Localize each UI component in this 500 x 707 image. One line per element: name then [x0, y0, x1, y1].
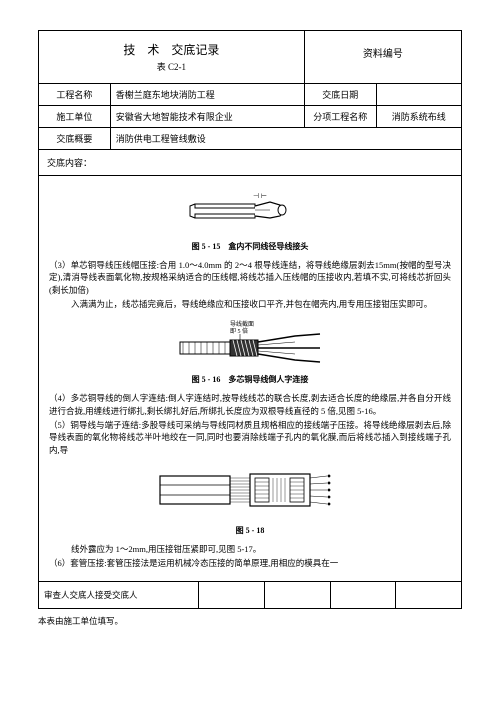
- label-unit: 施工单位: [39, 106, 111, 127]
- svg-text:即 5 倍: 即 5 倍: [230, 327, 248, 335]
- paragraph-3: （3）单芯铜导线压线帽压接:合用 1.0～4.0mm 的 2～4 根导线连结，将…: [49, 259, 451, 296]
- header-title-cell: 技 术 交底记录 表 C2-1: [39, 31, 305, 83]
- paragraph-4: （4）多芯铜导线的倒人字连结:倒人字连结时,按导线线芯的联合长度,剥去适合长度的…: [49, 392, 451, 417]
- content-body: ⊣ ⊢ 图 5 - 15 盒内不同线径导线接头 （3）单芯铜导线压线帽压接:合用…: [39, 175, 461, 581]
- document-frame: 技 术 交底记录 表 C2-1 资料编号 工程名称 香榭兰庭东地块消防工程 交底…: [38, 30, 462, 609]
- value-subproject: 消防系统布线: [377, 106, 461, 127]
- figure-1: ⊣ ⊢: [49, 190, 451, 237]
- svg-text:⊣ ⊢: ⊣ ⊢: [253, 192, 267, 200]
- label-project-name: 工程名称: [39, 84, 111, 105]
- footer-cell-4: [396, 582, 461, 608]
- footer-row: 审查人交底人接受交底人: [39, 581, 461, 608]
- bottom-note: 本表由施工单位填写。: [38, 615, 462, 627]
- info-row-3: 交底概要 消防供电工程管线敷设: [39, 128, 461, 150]
- label-summary: 交底概要: [39, 128, 111, 149]
- paragraph-5: （5）铜导线与端子连结:多股导线可采纳与导线同材质且规格相应的接线端子压接。将导…: [49, 419, 451, 456]
- value-unit: 安徽省大地智能技术有限企业: [111, 106, 305, 127]
- header-row: 技 术 交底记录 表 C2-1 资料编号: [39, 31, 461, 84]
- figure-2: 导线截面 即 5 倍: [49, 318, 451, 370]
- footer-label: 审查人交底人接受交底人: [39, 582, 199, 608]
- value-summary: 消防供电工程管线敷设: [111, 128, 461, 149]
- footer-cell-1: [199, 582, 265, 608]
- doc-code-label: 资料编号: [305, 31, 461, 83]
- footer-cell-3: [331, 582, 397, 608]
- label-date: 交底日期: [305, 84, 377, 105]
- label-subproject: 分项工程名称: [305, 106, 377, 127]
- paragraph-5b: 线外露应为 1～2mm,用压接钳压紧即可,见图 5-17。: [49, 543, 451, 555]
- paragraph-3b: 入满满为止，线芯插完竟后，导线绝缘应和压接收口平齐,并包在帽壳内,用专用压接钳压…: [49, 298, 451, 310]
- figure-3-caption: 图 5 - 18: [49, 525, 451, 536]
- footer-cell-2: [265, 582, 331, 608]
- paragraph-6: （6）套管压接:套管压接法是运用机械冷态压接的简单原理,用相应的模具在一: [49, 557, 451, 569]
- figure-2-caption: 图 5 - 16 多芯铜导线倒人字连接: [49, 374, 451, 385]
- info-row-1: 工程名称 香榭兰庭东地块消防工程 交底日期: [39, 84, 461, 106]
- svg-text:导线截面: 导线截面: [230, 320, 254, 328]
- info-row-2: 施工单位 安徽省大地智能技术有限企业 分项工程名称 消防系统布线: [39, 106, 461, 128]
- value-date: [377, 84, 461, 105]
- doc-subtitle: 表 C2-1: [45, 60, 298, 73]
- figure-3: [49, 464, 451, 521]
- value-project-name: 香榭兰庭东地块消防工程: [111, 84, 305, 105]
- doc-title: 技 术 交底记录: [45, 41, 298, 58]
- content-label: 交底内容：: [39, 150, 461, 175]
- figure-1-caption: 图 5 - 15 盒内不同线径导线接头: [49, 241, 451, 252]
